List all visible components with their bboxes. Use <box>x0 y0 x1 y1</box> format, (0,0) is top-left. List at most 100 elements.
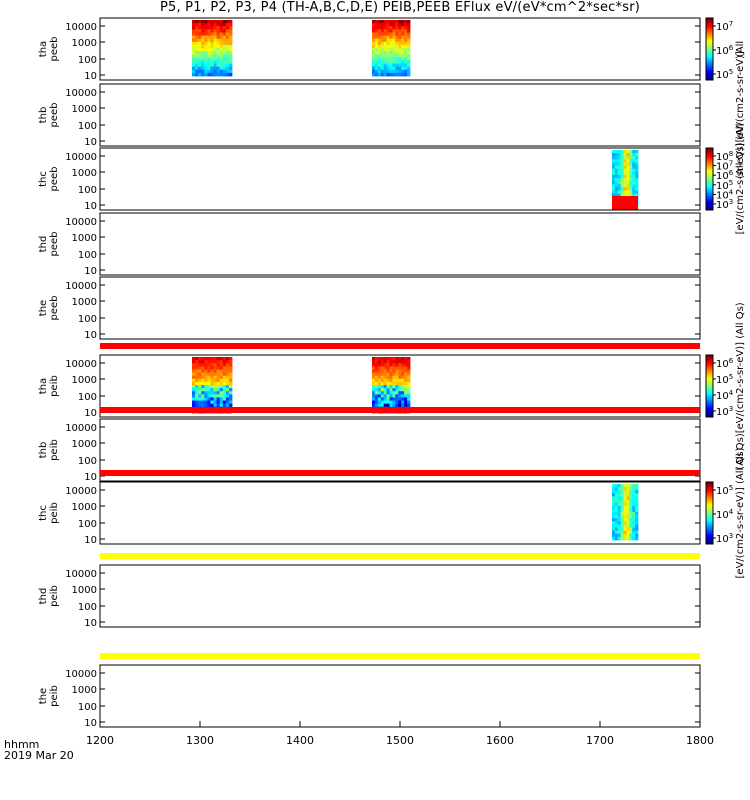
heat-cell <box>398 41 402 46</box>
heat-cell <box>632 530 636 535</box>
heat-cell <box>614 165 619 170</box>
colorbar-step <box>706 180 713 183</box>
heat-cell <box>374 20 379 24</box>
heat-cell <box>623 502 627 507</box>
heat-cell <box>380 403 385 408</box>
panel-frame <box>99 354 701 418</box>
heat-cell <box>632 487 636 491</box>
heat-cell <box>617 187 622 191</box>
heat-cell <box>201 51 205 55</box>
heat-cell <box>612 536 616 541</box>
heat-cell <box>377 48 382 52</box>
heat-cell <box>401 369 405 373</box>
heat-cell <box>228 391 233 395</box>
heat-cell <box>228 20 233 24</box>
heat-cell <box>201 29 205 33</box>
heat-cell <box>632 533 636 538</box>
heat-cell <box>398 26 402 30</box>
heat-cell <box>386 400 390 405</box>
heat-cell <box>383 394 388 398</box>
heat-cell <box>392 385 396 389</box>
heat-cell <box>620 515 624 519</box>
y-tick-label: 10 <box>84 266 97 277</box>
status-bar <box>100 653 700 659</box>
heat-cell <box>228 66 233 71</box>
heat-cell <box>386 35 390 40</box>
heat-cell <box>383 381 388 386</box>
x-tick-label: 1500 <box>386 734 414 747</box>
heat-cell <box>204 63 208 68</box>
heat-cell <box>222 48 227 52</box>
colorbar-tick-label: 104 <box>716 508 734 521</box>
heat-cell <box>213 63 218 68</box>
colorbar-step <box>706 69 713 72</box>
heat-cell <box>623 193 627 198</box>
heat-cell <box>195 372 199 377</box>
heat-cell <box>207 375 211 380</box>
heat-cell <box>389 391 393 395</box>
heat-cell <box>198 381 202 386</box>
heat-cell <box>216 20 221 24</box>
heat-cell <box>192 391 196 395</box>
heat-cell <box>192 357 196 361</box>
heat-cell <box>395 72 399 77</box>
heat-cell <box>210 48 214 52</box>
heat-cell <box>222 54 227 58</box>
colorbar-step <box>706 52 713 55</box>
heat-cell <box>216 69 221 74</box>
colorbar-step <box>706 376 713 379</box>
x-tick-label: 1400 <box>286 734 314 747</box>
heat-cell <box>228 403 233 408</box>
heat-cell <box>626 502 630 507</box>
heat-cell <box>404 23 408 27</box>
heat-cell <box>626 505 630 510</box>
heat-cell <box>383 32 388 36</box>
heat-cell <box>204 51 208 55</box>
heat-cell <box>377 388 382 392</box>
heat-cell <box>219 54 224 58</box>
heat-cell <box>207 23 211 27</box>
colorbar-step <box>706 359 713 362</box>
heat-cell <box>216 29 221 33</box>
heat-cell <box>207 20 211 24</box>
heat-cell <box>614 193 619 198</box>
heat-cell <box>198 51 202 55</box>
colorbar-step <box>706 31 713 34</box>
heat-cell <box>195 41 199 46</box>
heat-cell <box>198 41 202 46</box>
heat-cell <box>612 168 616 173</box>
heat-cell <box>620 533 624 538</box>
heat-cell <box>201 66 205 71</box>
heat-cell <box>386 403 390 408</box>
heat-cell <box>213 26 218 30</box>
heat-cell <box>213 391 218 395</box>
heat-cell <box>195 391 199 395</box>
heat-cell <box>219 23 224 27</box>
heat-cell <box>219 403 224 408</box>
heat-cell <box>228 360 233 364</box>
heat-cell <box>620 153 624 157</box>
colorbar-step <box>706 485 713 488</box>
heat-cell <box>372 63 376 68</box>
heat-cell <box>620 171 624 176</box>
heat-cell <box>623 499 627 504</box>
y-axis-label: thbpeib <box>38 439 60 461</box>
heat-cell <box>614 530 619 535</box>
heat-cell <box>404 20 408 24</box>
colorbar-step <box>706 47 713 50</box>
heat-cell <box>377 29 382 33</box>
heat-cell <box>407 400 411 405</box>
heat-cell <box>216 32 221 36</box>
y-tick-label: 10000 <box>65 669 97 680</box>
heat-cell <box>210 72 214 77</box>
y-tick-label: 100 <box>78 392 97 403</box>
heat-cell <box>629 496 633 500</box>
heat-cell <box>210 54 214 58</box>
heat-cell <box>623 178 627 182</box>
y-axis-label: thepeeb <box>38 296 60 321</box>
heat-cell <box>207 391 211 395</box>
colorbar-step <box>706 382 713 385</box>
heat-cell <box>612 187 616 191</box>
heat-cell <box>198 20 202 24</box>
